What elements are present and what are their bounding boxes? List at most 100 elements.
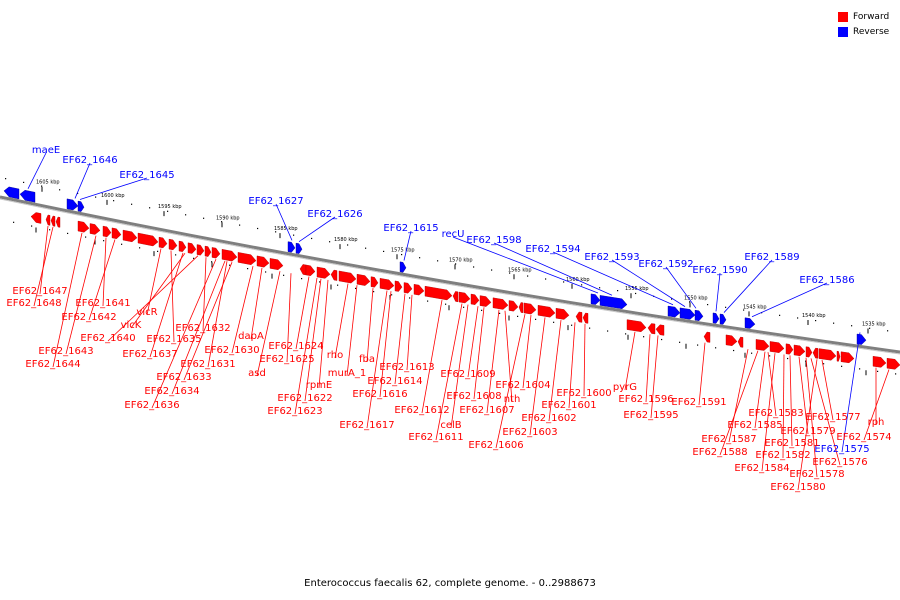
scale-dot-upper (851, 325, 853, 327)
reverse-gene (599, 295, 628, 310)
backbone-shadow (0, 198, 900, 355)
label-leader-line (318, 279, 329, 389)
label-leader-line (366, 288, 374, 363)
scale-dot-upper (527, 275, 529, 277)
reverse-gene-label: EF62_1586 (799, 275, 854, 286)
forward-gene (818, 348, 837, 361)
forward-gene (886, 357, 900, 370)
forward-gene-label: EF62_1608 (446, 391, 501, 402)
forward-gene-label: rpmE (306, 380, 333, 391)
label-leader-line (761, 353, 776, 472)
scale-dot-lower (589, 327, 591, 329)
forward-gene (168, 238, 178, 251)
forward-gene-label: EF62_1622 (277, 393, 332, 404)
forward-gene-label: EF62_1576 (812, 457, 867, 468)
scale-dot-upper (167, 210, 169, 212)
forward-gene-label: EF62_1644 (25, 359, 80, 370)
scale-dot-upper (743, 309, 745, 311)
scale-dot-lower (877, 370, 879, 373)
forward-gene (305, 264, 316, 276)
scale-dot-lower (805, 360, 807, 362)
scale-dot-upper (311, 237, 313, 240)
reverse-gene-label: EF62_1590 (692, 265, 747, 276)
forward-gene-label: EF62_1647 (12, 286, 67, 297)
scale-dot-upper (671, 298, 673, 300)
legend-item-forward: Forward (838, 9, 889, 24)
label-leader-line (52, 232, 83, 368)
scale-dot-lower (607, 330, 609, 332)
label-leader-line (294, 277, 318, 415)
forward-gene (196, 244, 205, 256)
label-leader-line (552, 251, 674, 306)
tick-label: 1565 kbp (508, 267, 532, 273)
tick-label: 1545 kbp (743, 304, 767, 310)
legend-label-forward: Forward (853, 11, 890, 22)
forward-gene-label: asd (248, 368, 266, 379)
label-leader-line (256, 271, 281, 377)
forward-gene-label: EF62_1640 (80, 333, 135, 344)
label-line-layer (27, 152, 890, 491)
scale-dot-lower (49, 229, 51, 231)
label-leader-line (231, 266, 254, 354)
tick-label: 1600 kbp (101, 193, 125, 199)
forward-gene (508, 300, 519, 312)
label-leader-line (39, 225, 49, 295)
scale-dot-upper (59, 189, 61, 191)
forward-gene-label: EF62_1584 (734, 463, 789, 474)
scale-dot-lower (733, 349, 735, 352)
scale-dot-upper (887, 330, 889, 332)
forward-gene (137, 232, 159, 247)
label-leader-line (583, 323, 586, 397)
reverse-gene (3, 186, 20, 200)
forward-gene-label: EF62_1635 (146, 334, 201, 345)
scale-dot-upper (347, 244, 349, 246)
label-leader-line (495, 314, 526, 449)
scale-dot-lower (337, 284, 339, 286)
forward-gene-label: EF62_1630 (204, 345, 259, 356)
forward-gene (379, 278, 395, 291)
label-leader-line (421, 300, 443, 414)
forward-gene-label: EF62_1637 (122, 349, 177, 360)
forward-gene-label: EF62_1625 (259, 354, 314, 365)
tick-label: 1590 kbp (216, 215, 240, 221)
scale-dot-upper (473, 266, 475, 268)
forward-gene-label: EF62_1581 (764, 438, 819, 449)
forward-gene-label: EF62_1580 (770, 482, 825, 493)
label-leader-line (473, 307, 485, 400)
scale-dot-lower (571, 324, 573, 326)
scale-dot-lower (697, 344, 699, 346)
forward-gene-label: EF62_1632 (175, 323, 230, 334)
label-leader-line (548, 319, 562, 422)
forward-gene (413, 284, 425, 296)
label-leader-line (435, 303, 463, 441)
scale-dot-upper (77, 192, 79, 195)
label-leader-line (151, 258, 217, 409)
label-leader-line (754, 351, 766, 429)
scale-dot-upper (23, 181, 25, 183)
label-leader-line (805, 357, 818, 478)
reverse-gene-label: EF62_1627 (248, 196, 303, 207)
forward-gene (102, 225, 112, 238)
forward-gene (812, 347, 819, 359)
scale-dot-lower (265, 271, 267, 273)
tick-label: 1540 kbp (802, 313, 826, 319)
forward-gene-label: EF62_1613 (379, 362, 434, 373)
reverse-gene-label: EF62_1589 (744, 252, 799, 263)
forward-gene (703, 331, 711, 343)
forward-gene-label: EF62_1617 (339, 420, 394, 431)
scale-dot-lower (445, 303, 447, 305)
label-leader-line (346, 285, 358, 377)
forward-gene-label: EF62_1574 (836, 432, 891, 443)
label-leader-line (171, 260, 226, 395)
forward-gene-label: EF62_1636 (124, 400, 179, 411)
label-leader-line (719, 350, 759, 456)
scale-dot-lower (823, 363, 825, 365)
tick-label: 1570 kbp (449, 257, 473, 263)
forward-gene (769, 341, 785, 353)
label-leader-line (810, 358, 841, 466)
scale-dot-upper (257, 227, 259, 230)
forward-gene-label: dapA (238, 331, 264, 342)
scale-dot-upper (563, 281, 565, 283)
forward-gene-label: EF62_1595 (623, 410, 678, 421)
